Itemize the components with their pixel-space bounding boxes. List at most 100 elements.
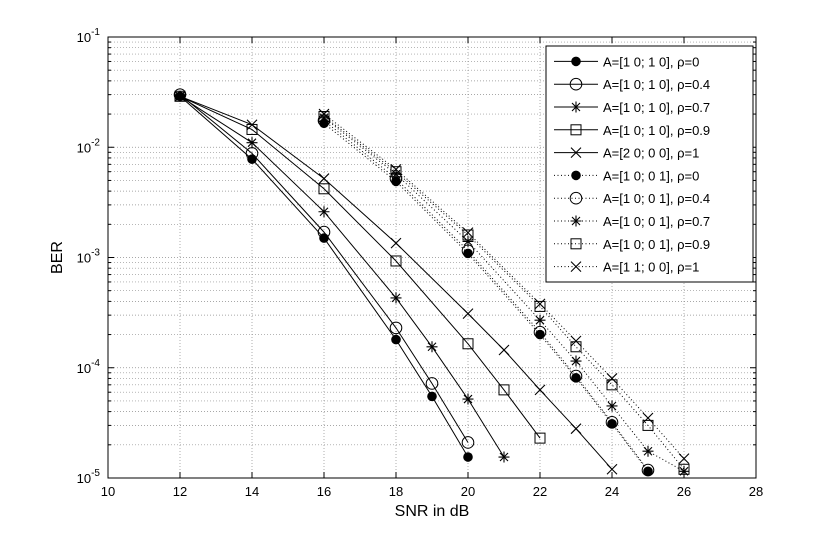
data-point [498,344,510,356]
y-tick-label: 10-3 [77,248,101,266]
legend-entry: A=[1 1; 0 0], ρ=1 [554,260,699,275]
plot-series [173,88,690,477]
legend-marker [571,170,581,181]
data-point [391,334,401,345]
data-point [534,432,546,444]
legend-label: A=[1 0; 1 0], ρ=0.4 [603,77,710,92]
legend-label: A=[2 0; 0 0], ρ=1 [603,146,699,161]
data-point [427,391,437,402]
data-point [318,112,330,124]
data-point [462,235,474,247]
y-tick-label: 10-4 [77,358,101,376]
legend-marker [570,238,582,250]
data-point [318,206,330,218]
data-point [641,463,655,477]
series-8 [318,112,690,477]
series-7 [317,114,655,477]
data-point [533,325,547,339]
data-point [174,90,186,102]
data-point [462,338,474,350]
data-point [678,453,690,464]
data-point [390,168,402,180]
x-tick-label: 28 [749,484,763,499]
data-point [425,377,439,390]
data-point [570,355,582,367]
legend-entry: A=[1 0; 0 1], ρ=0.9 [554,237,710,252]
x-tick-label: 18 [389,484,403,499]
legend: A=[1 0; 1 0], ρ=0 A=[1 0; 1 0], ρ=0.4 A=[1… [545,45,754,283]
series-line [323,116,685,470]
legend-entry: A=[1 0; 1 0], ρ=0 [554,54,699,69]
data-point [390,237,402,249]
data-point [462,227,474,239]
data-point [534,298,546,310]
legend-entry: A=[1 0; 0 1], ρ=0.4 [554,191,710,206]
legend-entry: A=[1 0; 0 1], ρ=0 [554,168,699,183]
series-line [179,95,541,439]
legend-marker [569,77,583,91]
legend-label: A=[1 0; 1 0], ρ=0.9 [603,123,710,138]
series-9 [318,111,690,475]
data-point [318,183,330,195]
data-point [390,292,402,304]
legend-marker [571,56,581,67]
data-point [246,137,258,149]
legend-entry: A=[2 0; 0 0], ρ=1 [554,146,699,161]
legend-marker [569,191,583,205]
data-point [318,173,330,184]
data-point [535,329,545,340]
series-line [179,94,469,443]
y-axis-label: BER [49,241,66,274]
data-point [606,373,618,384]
data-point [570,423,582,435]
legend-marker [570,261,582,272]
data-point [462,393,474,405]
series-line [179,95,469,458]
data-point [426,341,438,353]
legend-entry: A=[1 0; 0 1], ρ=0.7 [554,214,710,229]
legend-marker [570,124,582,136]
x-tick-label: 14 [245,484,259,499]
data-point [606,379,618,391]
x-tick-label: 16 [317,484,331,499]
data-point [642,445,654,457]
data-point [570,335,582,347]
data-point [462,308,474,319]
x-tick-label: 24 [605,484,619,499]
data-point [498,384,510,396]
x-tick-label: 12 [173,484,187,499]
legend-label: A=[1 1; 0 0], ρ=1 [603,260,699,275]
data-point [642,419,654,431]
data-point [246,119,258,131]
legend-label: A=[1 0; 0 1], ρ=0.7 [603,214,710,229]
data-point [569,369,583,383]
data-point [605,416,619,429]
data-point [498,451,510,463]
legend-entry: A=[1 0; 1 0], ρ=0.7 [554,100,710,115]
data-point [390,166,402,178]
legend-label: A=[1 0; 0 1], ρ=0.4 [603,191,710,206]
data-point [643,466,653,477]
legend-label: A=[1 0; 1 0], ρ=0.7 [603,100,710,115]
legend-entry: A=[1 0; 1 0], ρ=0.4 [554,77,710,92]
legend-label: A=[1 0; 1 0], ρ=0 [603,54,699,69]
data-point [318,108,330,120]
data-point [571,373,581,383]
x-tick-label: 22 [533,484,547,499]
data-point [390,163,402,175]
y-tick-label: 10-5 [77,468,101,486]
data-point [462,229,474,241]
legend-marker [570,147,582,158]
data-point [534,384,546,396]
x-tick-label: 10 [101,484,115,499]
x-axis-label: SNR in dB [395,503,470,520]
x-tick-label: 26 [677,484,691,499]
data-point [534,300,546,312]
legend-marker [570,101,582,113]
data-point [607,419,617,429]
data-point [606,463,618,475]
data-point [642,412,654,424]
data-point [318,111,330,123]
data-point [606,400,618,412]
